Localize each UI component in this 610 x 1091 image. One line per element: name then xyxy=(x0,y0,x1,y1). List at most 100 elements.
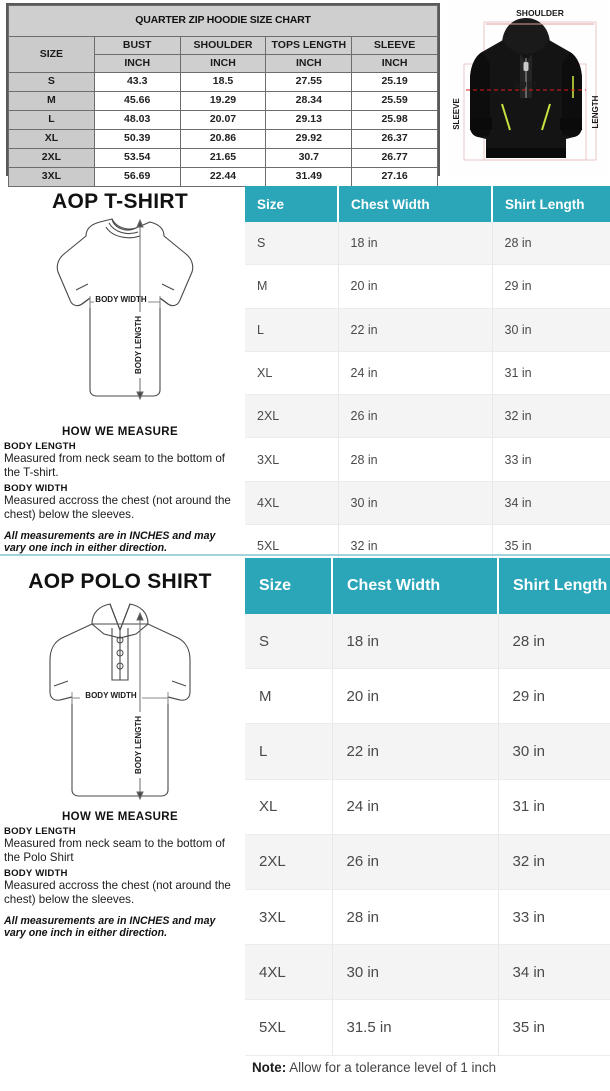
hoodie-cell-bust: 50.39 xyxy=(93,129,181,149)
polo-measurement-note: All measurements are in INCHES and may v… xyxy=(4,914,216,940)
polo-body-width-text: Measured accross the chest (not around t… xyxy=(4,879,231,907)
polo-cell-chest: 28 in xyxy=(332,889,499,946)
hoodie-unit-bust: INCH xyxy=(93,54,181,73)
hoodie-cell-shoulder: 19.29 xyxy=(179,91,267,111)
tshirt-cell-chest: 26 in xyxy=(338,394,493,439)
hoodie-row-size: L xyxy=(8,110,95,130)
polo-description: BODY LENGTH Measured from neck seam to t… xyxy=(0,826,240,940)
polo-cell-length: 33 in xyxy=(498,889,610,946)
hoodie-unit-shoulder: INCH xyxy=(179,54,267,73)
table-row: S 18 in 28 in xyxy=(245,614,610,670)
table-row: L 22 in 30 in xyxy=(245,723,610,780)
tshirt-cell-length: 31 in xyxy=(492,351,610,396)
hoodie-cell-shoulder: 21.65 xyxy=(179,148,267,168)
tshirt-title: AOP T-SHIRT xyxy=(52,190,188,213)
table-row: 4XL 30 in 34 in xyxy=(245,944,610,1001)
hoodie-cell-tops-length: 29.13 xyxy=(265,110,353,130)
tshirt-cell-chest: 24 in xyxy=(338,351,493,396)
tshirt-cell-size: 4XL xyxy=(245,481,339,526)
tshirt-cell-length: 33 in xyxy=(492,437,610,482)
polo-diagram: BODY WIDTH BODY LENGTH xyxy=(49,603,191,801)
table-row: 3XL 28 in 33 in xyxy=(245,889,610,946)
tshirt-body-width-label: BODY WIDTH xyxy=(95,295,147,304)
hoodie-cell-sleeve: 26.77 xyxy=(351,148,438,168)
hoodie-product-photo: SHOULDER BUST SLEEVE LENGTH xyxy=(446,2,606,178)
polo-header-chest-width: Chest Width xyxy=(332,558,499,614)
polo-cell-length: 31 in xyxy=(498,779,610,835)
hoodie-sleeve-label: SLEEVE xyxy=(452,98,461,130)
hoodie-col-tops-length: TOPS LENGTH xyxy=(265,36,353,55)
tshirt-body-length-label: BODY LENGTH xyxy=(134,316,143,374)
tolerance-note-prefix: Note: xyxy=(252,1060,287,1075)
tshirt-description: BODY LENGTH Measured from neck seam to t… xyxy=(0,441,240,555)
hoodie-header-row-1: SIZE BUST SHOULDER TOPS LENGTH SLEEVE xyxy=(8,36,438,73)
tshirt-diagram: BODY WIDTH BODY LENGTH xyxy=(56,218,194,401)
tolerance-note: Note: Allow for a tolerance level of 1 i… xyxy=(252,1060,608,1075)
polo-cell-chest: 24 in xyxy=(332,779,499,835)
polo-cell-chest: 22 in xyxy=(332,723,499,780)
polo-cell-chest: 26 in xyxy=(332,834,499,890)
hoodie-cell-sleeve: 25.19 xyxy=(351,72,438,92)
polo-cell-length: 30 in xyxy=(498,723,610,780)
tshirt-cell-chest: 30 in xyxy=(338,481,493,526)
tshirt-cell-size: S xyxy=(245,222,339,266)
hoodie-cell-shoulder: 18.5 xyxy=(179,72,267,92)
polo-table-header-row: Size Chest Width Shirt Length xyxy=(245,558,610,614)
polo-cell-size: 2XL xyxy=(245,834,333,890)
hoodie-cell-shoulder: 22.44 xyxy=(179,167,267,187)
polo-cell-size: 3XL xyxy=(245,889,333,946)
tshirt-measurement-note: All measurements are in INCHES and may v… xyxy=(4,529,216,555)
hoodie-cell-sleeve: 27.16 xyxy=(351,167,438,187)
hoodie-size-header: SIZE xyxy=(8,36,95,73)
polo-size-table: Size Chest Width Shirt Length S 18 in 28… xyxy=(245,558,610,1056)
hoodie-unit-tops-length: INCH xyxy=(265,54,353,73)
hoodie-row-size: S xyxy=(8,72,95,92)
polo-body-width-label: BODY WIDTH xyxy=(85,691,137,700)
section-divider xyxy=(0,554,610,556)
table-row: M 20 in 29 in xyxy=(245,264,610,309)
hoodie-cell-sleeve: 25.98 xyxy=(351,110,438,130)
tshirt-section: AOP T-SHIRT BODY WIDTH BODY LENGTH xyxy=(0,186,240,554)
hoodie-cell-tops-length: 29.92 xyxy=(265,129,353,149)
hoodie-cell-sleeve: 25.59 xyxy=(351,91,438,111)
hoodie-title-row: QUARTER ZIP HOODIE SIZE CHART xyxy=(8,5,438,37)
tshirt-how-we-measure: HOW WE MEASURE xyxy=(61,426,179,438)
polo-cell-chest: 30 in xyxy=(332,944,499,1001)
hoodie-col-sleeve: SLEEVE xyxy=(351,36,438,55)
hoodie-cell-bust: 45.66 xyxy=(93,91,181,111)
table-row: 2XL 26 in 32 in xyxy=(245,394,610,439)
tolerance-note-text: Allow for a tolerance level of 1 inch xyxy=(286,1060,497,1075)
table-row: 4XL 30 in 34 in xyxy=(245,481,610,526)
hoodie-cell-shoulder: 20.07 xyxy=(179,110,267,130)
tshirt-cell-length: 30 in xyxy=(492,308,610,352)
polo-cell-size: L xyxy=(245,723,333,780)
tshirt-cell-chest: 18 in xyxy=(338,222,493,266)
polo-cell-length: 32 in xyxy=(498,834,610,890)
tshirt-header-chest-width: Chest Width xyxy=(338,186,493,222)
hoodie-row-size: XL xyxy=(8,129,95,149)
tshirt-table-header-row: Size Chest Width Shirt Length xyxy=(245,186,610,222)
tshirt-cell-size: 2XL xyxy=(245,394,339,439)
polo-section: AOP POLO SHIRT BODY WIDTH xyxy=(0,560,240,980)
tshirt-cell-size: L xyxy=(245,308,339,352)
polo-body-width-heading: BODY WIDTH xyxy=(4,868,68,880)
hoodie-cell-tops-length: 27.55 xyxy=(265,72,353,92)
hoodie-bust-label: BUST xyxy=(514,80,538,90)
tshirt-cell-size: M xyxy=(245,264,339,309)
tshirt-cell-chest: 20 in xyxy=(338,264,493,309)
polo-cell-length: 29 in xyxy=(498,668,610,725)
tshirt-body-length-text: Measured from neck seam to the bottom of… xyxy=(4,452,226,480)
polo-title: AOP POLO SHIRT xyxy=(28,570,212,593)
table-row: XL 24 in 31 in xyxy=(245,351,610,396)
table-row: L 48.03 20.07 29.13 25.98 xyxy=(8,110,438,130)
table-row: 2XL 53.54 21.65 30.7 26.77 xyxy=(8,148,438,168)
tshirt-header-size: Size xyxy=(245,186,339,222)
polo-cell-size: XL xyxy=(245,779,333,835)
polo-body-length-heading: BODY LENGTH xyxy=(4,826,76,837)
polo-header-shirt-length: Shirt Length xyxy=(498,558,610,614)
hoodie-row-size: 3XL xyxy=(8,167,95,187)
polo-cell-length: 28 in xyxy=(498,614,610,670)
table-row: M 45.66 19.29 28.34 25.59 xyxy=(8,91,438,111)
polo-cell-size: M xyxy=(245,668,333,725)
polo-cell-size: 5XL xyxy=(245,999,333,1056)
